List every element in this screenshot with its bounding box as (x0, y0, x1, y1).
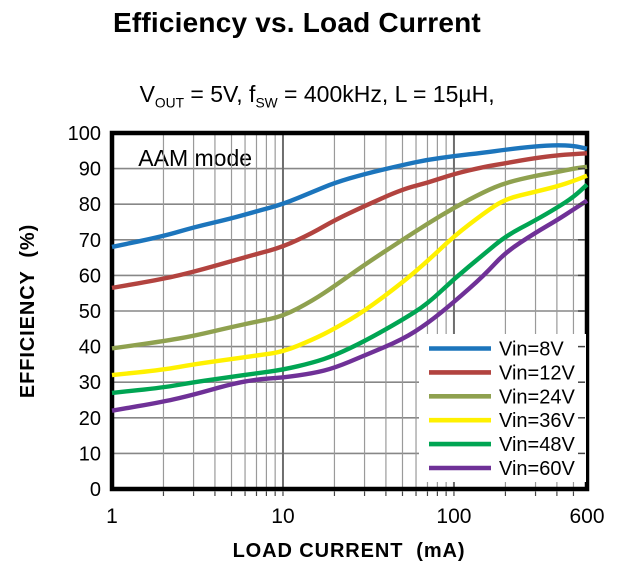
legend-label-vin-8v: Vin=8V (499, 339, 564, 361)
legend-label-vin-36v: Vin=36V (499, 410, 575, 432)
chart-title: Efficiency vs. Load Current (113, 7, 481, 38)
x-axis-title: LOAD CURRENT (mA) (233, 540, 466, 562)
subtitle-text: = 400kHz, L = 15µH, (277, 81, 495, 107)
y-tick-label: 50 (79, 301, 101, 323)
series-line-vin-24v (111, 164, 588, 351)
series-line-vin-36v (111, 173, 588, 378)
chart-subtitle: VOUT = 5V, fSW = 400kHz, L = 15µH, AAM m… (114, 46, 495, 206)
y-tick-label: 40 (79, 337, 101, 359)
legend-item-vin-36v: Vin=36V (429, 410, 575, 432)
legend: Vin=8VVin=12VVin=24VVin=36VVin=48VVin=60… (419, 334, 586, 482)
series-line-vin-60v (111, 198, 589, 413)
y-tick-label: 0 (90, 479, 101, 501)
series-layer (111, 143, 589, 413)
legend-box (419, 334, 586, 482)
tick-marks-layer (162, 167, 585, 496)
y-tick-label: 70 (79, 230, 101, 252)
y-tick-label: 60 (79, 265, 101, 287)
legend-label-vin-24v: Vin=24V (499, 386, 575, 408)
y-tick-label: 30 (79, 372, 101, 394)
plot-border (109, 130, 590, 492)
y-tick-label: 20 (79, 408, 101, 430)
x-tick-label: 1 (106, 505, 118, 528)
series-line-vin-48v (111, 183, 589, 396)
series-line-vin-12v (111, 151, 588, 291)
x-tick-label: 600 (569, 505, 604, 528)
y-tick-label: 100 (68, 123, 101, 145)
legend-item-vin-8v: Vin=8V (429, 339, 564, 361)
chart-subtitle-line1: VOUT = 5V, fSW = 400kHz, L = 15µH, (139, 81, 495, 110)
subtitle-subscript: OUT (154, 95, 185, 111)
y-tick-label: 80 (79, 194, 101, 216)
x-tick-label: 100 (436, 505, 471, 528)
legend-label-vin-12v: Vin=12V (499, 362, 575, 384)
legend-item-vin-60v: Vin=60V (429, 458, 575, 480)
subtitle-text: = 5V, f (184, 81, 256, 107)
x-tick-label: 10 (271, 505, 294, 528)
legend-item-vin-48v: Vin=48V (429, 434, 575, 456)
y-tick-label: 90 (79, 159, 101, 181)
subtitle-subscript: SW (255, 95, 278, 111)
plot-border-layer (109, 130, 590, 492)
y-tick-label: 10 (79, 443, 101, 465)
legend-item-vin-12v: Vin=12V (429, 362, 575, 384)
y-axis-title: EFFICIENCY (%) (17, 224, 39, 398)
legend-label-vin-48v: Vin=48V (499, 434, 575, 456)
legend-item-vin-24v: Vin=24V (429, 386, 575, 408)
legend-label-vin-60v: Vin=60V (499, 458, 575, 480)
subtitle-text: V (139, 81, 155, 107)
series-line-vin-8v (111, 143, 588, 250)
